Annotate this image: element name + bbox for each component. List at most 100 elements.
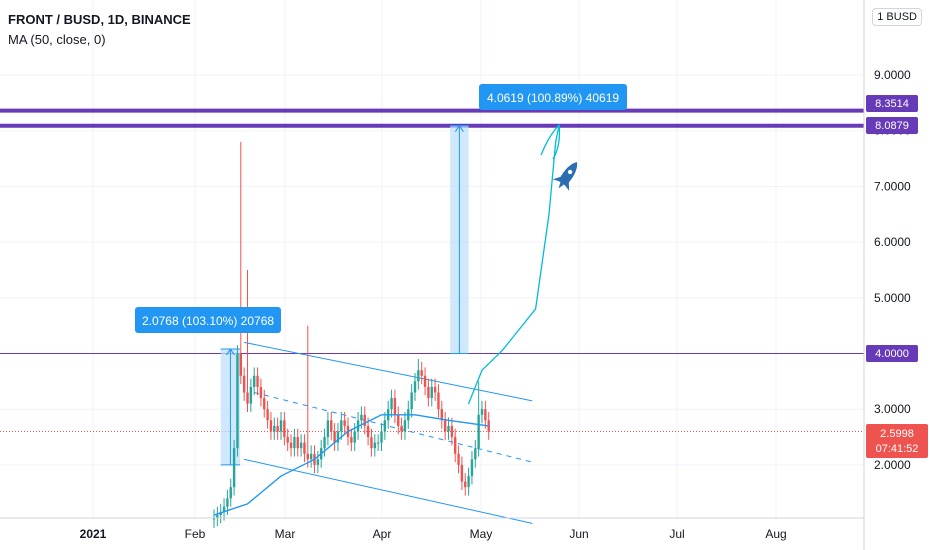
candle-body bbox=[447, 425, 450, 432]
candle-body bbox=[239, 353, 242, 376]
price-tag-support-text: 4.0000 bbox=[875, 348, 909, 360]
candle-body bbox=[350, 437, 353, 443]
candle-body bbox=[440, 409, 443, 421]
candle-body bbox=[353, 431, 356, 443]
candle-body bbox=[420, 370, 423, 376]
candle-body bbox=[467, 476, 470, 488]
candle-body bbox=[219, 512, 222, 516]
candle-body bbox=[216, 515, 219, 518]
candle-body bbox=[306, 453, 309, 460]
candle-body bbox=[383, 420, 387, 432]
ma-line bbox=[213, 414, 489, 516]
candle-body bbox=[299, 442, 303, 449]
candle-body bbox=[450, 425, 454, 438]
grid bbox=[0, 0, 864, 518]
candle-body bbox=[330, 420, 333, 432]
candle-body bbox=[454, 437, 457, 454]
candle-body bbox=[400, 425, 403, 432]
candle-body bbox=[457, 453, 460, 465]
candle-body bbox=[326, 420, 330, 438]
candle-body bbox=[480, 409, 484, 415]
indicator-label[interactable]: MA (50, close, 0) bbox=[8, 32, 106, 47]
projection-hook bbox=[540, 123, 561, 160]
rocket-window bbox=[567, 169, 573, 175]
candle-body bbox=[323, 437, 326, 449]
price-tag-r2[interactable] bbox=[866, 117, 918, 134]
x-tick-label: Feb bbox=[185, 527, 206, 541]
candle-body bbox=[229, 487, 232, 499]
candle-body bbox=[413, 381, 417, 393]
price-tag-support[interactable] bbox=[866, 345, 918, 362]
rocket-fin-right bbox=[565, 180, 570, 191]
price-tag-r1-text: 8.3514 bbox=[875, 98, 909, 110]
candle-body bbox=[263, 398, 266, 410]
last-price-text: 2.5998 bbox=[880, 428, 914, 440]
candle-body bbox=[212, 517, 216, 520]
projection-curve[interactable] bbox=[467, 124, 560, 405]
price-tag-r1[interactable] bbox=[866, 95, 918, 112]
candle-body bbox=[430, 386, 433, 399]
candle-body bbox=[333, 431, 336, 443]
candle-body bbox=[266, 409, 269, 421]
horizontal-levels[interactable] bbox=[0, 108, 864, 432]
y-tick-label: 3.0000 bbox=[874, 402, 911, 416]
candle-body bbox=[376, 442, 380, 444]
candle-body bbox=[276, 425, 279, 432]
symbol-title[interactable]: FRONT / BUSD, 1D, BINANCE bbox=[8, 12, 191, 27]
candle-body bbox=[279, 420, 283, 432]
last-price-tag[interactable] bbox=[866, 424, 928, 458]
measure-label-box-1 bbox=[135, 307, 281, 333]
candle-body bbox=[259, 386, 263, 399]
measure-arrow-head bbox=[454, 124, 464, 132]
candle-body bbox=[253, 375, 256, 387]
channel-upper-line[interactable] bbox=[244, 341, 533, 402]
y-tick-label: 2.0000 bbox=[874, 458, 911, 472]
candle-body bbox=[232, 448, 236, 488]
candle-body bbox=[433, 386, 437, 393]
candle-body bbox=[309, 453, 313, 460]
candle-body bbox=[443, 420, 447, 432]
x-tick-label: Apr bbox=[373, 527, 392, 541]
x-tick-label: Mar bbox=[275, 527, 296, 541]
candle-body bbox=[380, 431, 383, 443]
chart-legend[interactable]: FRONT / BUSD, 1D, BINANCE MA (50, close,… bbox=[8, 10, 191, 50]
candle-body bbox=[423, 375, 427, 387]
candles bbox=[212, 141, 490, 528]
currency-pill[interactable]: 1 BUSD bbox=[872, 8, 922, 26]
candle-body bbox=[470, 459, 474, 477]
candle-body bbox=[427, 386, 430, 399]
countdown-text: 07:41:52 bbox=[876, 443, 919, 455]
candle-body bbox=[484, 409, 487, 421]
candle-body bbox=[303, 442, 306, 454]
measure-tools[interactable] bbox=[220, 124, 469, 466]
candle-body bbox=[343, 420, 346, 426]
candle-body bbox=[289, 442, 293, 449]
candle-body bbox=[246, 392, 249, 404]
rocket-icon bbox=[552, 162, 578, 191]
drawings[interactable] bbox=[467, 123, 586, 405]
candle-body bbox=[226, 498, 229, 507]
candle-body bbox=[464, 481, 467, 488]
channel-lower-line[interactable] bbox=[244, 458, 533, 524]
y-tick-label: 5.0000 bbox=[874, 291, 911, 305]
candle-body bbox=[403, 420, 407, 432]
rocket-body bbox=[558, 162, 578, 186]
channel-mid-line[interactable] bbox=[254, 392, 533, 463]
candle-body bbox=[336, 431, 340, 443]
x-tick-label: Aug bbox=[765, 527, 786, 541]
candle-body bbox=[366, 425, 370, 438]
x-tick-label: May bbox=[470, 527, 493, 541]
candle-body bbox=[397, 414, 400, 426]
candle-body bbox=[283, 420, 286, 438]
candle-body bbox=[370, 437, 373, 449]
candle-body bbox=[363, 414, 366, 426]
candle-body bbox=[474, 448, 477, 460]
candle-body bbox=[293, 437, 296, 449]
candle-body bbox=[242, 375, 246, 393]
candle-body bbox=[410, 392, 413, 410]
measure-label-box-2 bbox=[479, 84, 627, 110]
measure-arrow-head bbox=[225, 348, 235, 356]
measure-label-1: 2.0768 (103.10%) 20768 bbox=[142, 314, 274, 328]
candle-body bbox=[390, 398, 393, 410]
